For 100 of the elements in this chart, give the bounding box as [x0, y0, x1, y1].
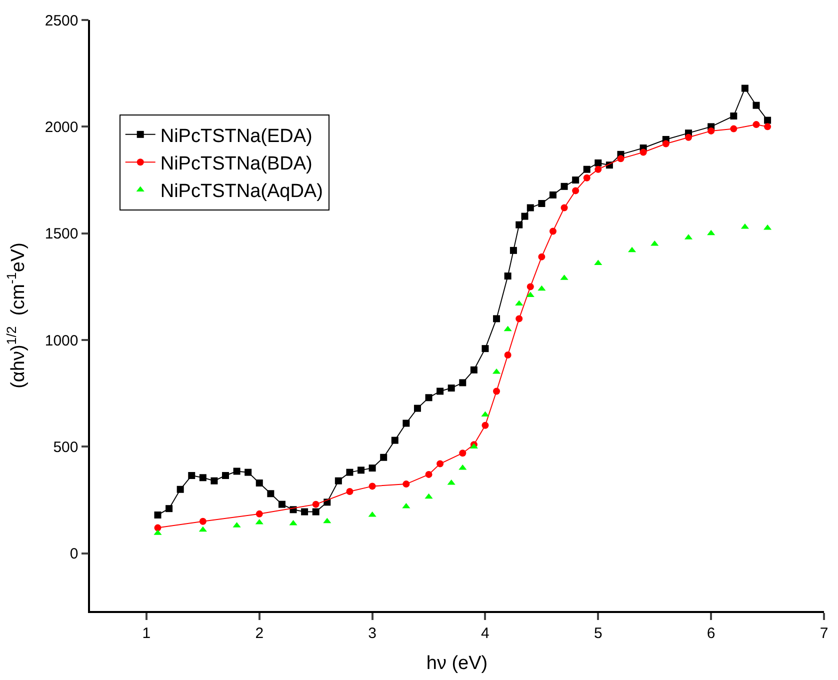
legend-label: NiPcTSTNa(AqDA)	[160, 181, 323, 202]
point	[334, 477, 342, 484]
point	[199, 474, 206, 482]
point	[549, 191, 556, 198]
y-tick-label: 2500	[44, 12, 78, 30]
point	[708, 127, 715, 134]
legend-label: NiPcTSTNa(BDA)	[160, 154, 312, 175]
legend-label: NiPcTSTNa(EDA)	[160, 126, 312, 147]
x-tick-label: 2	[255, 624, 264, 642]
point	[752, 121, 760, 128]
x-tick-label: 4	[481, 624, 490, 642]
point	[425, 394, 432, 402]
x-tick-label: 3	[368, 624, 376, 642]
point	[368, 464, 376, 472]
point	[684, 134, 692, 141]
y-tick-label: 2000	[44, 118, 78, 136]
point	[222, 472, 230, 480]
point	[640, 148, 647, 156]
point	[594, 166, 602, 173]
point	[198, 526, 207, 532]
point	[482, 422, 489, 429]
point	[730, 125, 738, 132]
y-tick-label: 0	[70, 546, 78, 563]
y-tick-label: 500	[53, 438, 78, 456]
point	[730, 112, 738, 120]
point	[424, 493, 433, 499]
point	[583, 174, 590, 182]
point	[516, 315, 523, 322]
point	[560, 204, 568, 212]
point	[572, 176, 580, 184]
point	[549, 228, 556, 235]
point	[323, 518, 332, 524]
point	[752, 102, 760, 109]
point	[526, 283, 534, 290]
point	[741, 84, 748, 92]
point	[346, 488, 354, 496]
point	[594, 159, 602, 166]
point	[358, 466, 365, 474]
point	[572, 187, 580, 194]
point	[448, 384, 455, 392]
point	[516, 221, 523, 228]
point	[166, 505, 173, 512]
point	[312, 508, 320, 516]
point	[256, 479, 263, 486]
point	[255, 518, 264, 524]
point	[493, 315, 500, 322]
point	[244, 468, 252, 476]
point	[510, 246, 517, 254]
point	[504, 272, 512, 280]
point	[267, 490, 274, 498]
point	[538, 285, 546, 291]
point	[380, 454, 388, 461]
point	[459, 379, 466, 386]
point	[402, 502, 410, 508]
point	[470, 366, 478, 374]
point	[764, 123, 772, 130]
point	[662, 140, 670, 148]
point	[346, 468, 354, 476]
point	[459, 450, 466, 457]
point	[538, 200, 546, 207]
point	[402, 480, 410, 488]
point	[447, 479, 456, 485]
point	[764, 116, 772, 124]
point	[521, 212, 528, 220]
point	[740, 223, 749, 229]
point	[414, 404, 421, 412]
point	[301, 508, 308, 516]
point	[368, 482, 376, 490]
point	[278, 500, 286, 508]
point	[583, 166, 590, 173]
point	[526, 204, 534, 212]
x-tick-label: 5	[594, 624, 602, 642]
point	[256, 510, 263, 518]
point	[504, 326, 512, 332]
x-axis-title: hν (eV)	[426, 653, 488, 674]
x-tick-label: 6	[706, 624, 716, 642]
point	[538, 253, 546, 260]
point	[436, 460, 444, 468]
point	[154, 524, 162, 532]
point	[560, 182, 568, 190]
point	[707, 230, 716, 236]
point	[436, 388, 444, 395]
point	[233, 468, 240, 475]
point	[312, 500, 320, 508]
point	[402, 420, 410, 427]
point	[482, 345, 489, 352]
x-tick-label: 1	[142, 624, 151, 642]
x-tick-label: 7	[820, 624, 828, 642]
point	[493, 388, 500, 395]
point	[504, 351, 512, 358]
point	[154, 511, 162, 518]
point	[515, 300, 524, 306]
point	[199, 518, 206, 525]
point	[210, 477, 218, 484]
y-tick-label: 1000	[44, 332, 78, 350]
y-tick-label: 1500	[44, 226, 78, 243]
point	[176, 486, 184, 493]
point	[188, 472, 196, 480]
point	[617, 155, 624, 162]
point	[391, 436, 398, 444]
